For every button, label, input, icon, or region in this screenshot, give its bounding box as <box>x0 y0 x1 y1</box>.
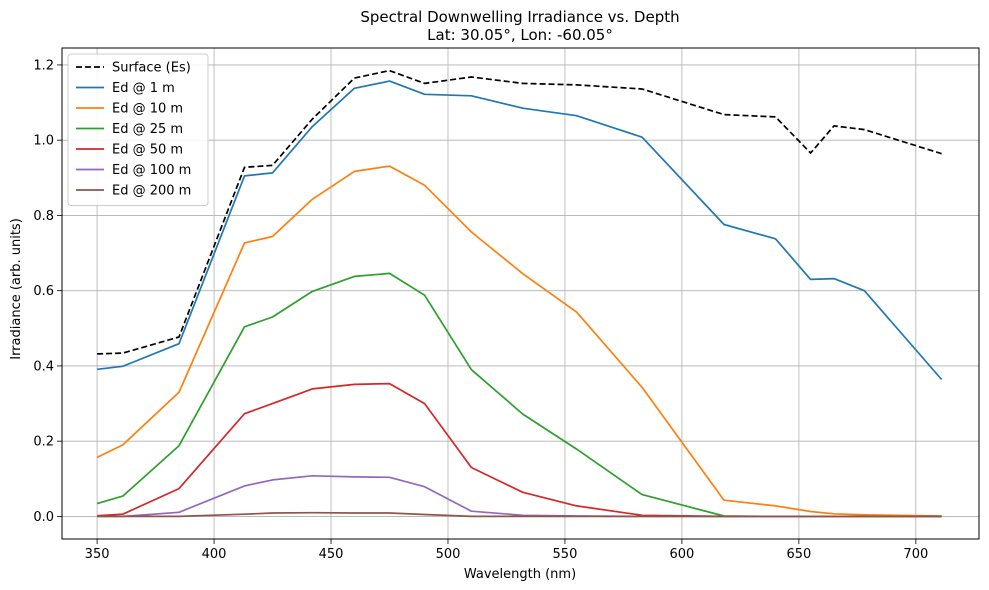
grid <box>62 48 979 539</box>
series-line-4 <box>97 382 942 518</box>
chart-title: Spectral Downwelling Irradiance vs. Dept… <box>360 8 679 26</box>
x-tick-label: 500 <box>436 547 461 562</box>
y-tick-label: 1.2 <box>33 58 54 73</box>
legend-entry: Ed @ 25 m <box>112 122 183 137</box>
y-tick-label: 0.4 <box>33 359 54 374</box>
legend-entry: Ed @ 50 m <box>112 143 183 158</box>
x-tick-label: 400 <box>202 547 227 562</box>
axes-frame <box>61 47 980 540</box>
y-tick-label: 0.0 <box>33 510 54 525</box>
legend-entry: Ed @ 100 m <box>112 163 191 178</box>
series-line-3 <box>96 272 942 518</box>
series-line-1 <box>97 80 943 381</box>
series-line-2 <box>96 165 942 517</box>
series-line-6 <box>97 511 942 518</box>
x-tick-label: 700 <box>903 547 928 562</box>
legend-entry: Ed @ 200 m <box>112 184 191 199</box>
series-line-0 <box>97 69 942 355</box>
x-tick-label: 650 <box>786 547 811 562</box>
y-axis-label: Irradiance (arb. units) <box>9 218 24 360</box>
series-lines <box>96 69 943 518</box>
y-tick-label: 0.8 <box>33 209 54 224</box>
chart-subtitle: Lat: 30.05°, Lon: -60.05° <box>427 26 613 44</box>
y-axis-ticks: 0.0 0.2 0.4 0.6 0.8 1.0 1.2 <box>33 58 62 525</box>
x-tick-label: 350 <box>85 547 110 562</box>
x-axis-ticks: 350 400 450 500 550 600 650 700 <box>85 539 928 562</box>
legend-entry: Ed @ 10 m <box>112 102 183 117</box>
y-tick-label: 1.0 <box>33 134 54 149</box>
y-tick-label: 0.6 <box>33 284 54 299</box>
legend: Surface (Es) Ed @ 1 m Ed @ 10 m Ed @ 25 m Ed… <box>67 53 209 206</box>
y-tick-label: 0.2 <box>33 435 54 450</box>
legend-entry: Surface (Es) <box>112 61 191 76</box>
x-tick-label: 550 <box>553 547 578 562</box>
x-axis-label: Wavelength (nm) <box>464 567 576 582</box>
legend-entry: Ed @ 1 m <box>112 81 175 96</box>
series-line-5 <box>97 474 942 518</box>
x-tick-label: 600 <box>669 547 694 562</box>
x-tick-label: 450 <box>319 547 344 562</box>
legend-box <box>67 53 209 206</box>
